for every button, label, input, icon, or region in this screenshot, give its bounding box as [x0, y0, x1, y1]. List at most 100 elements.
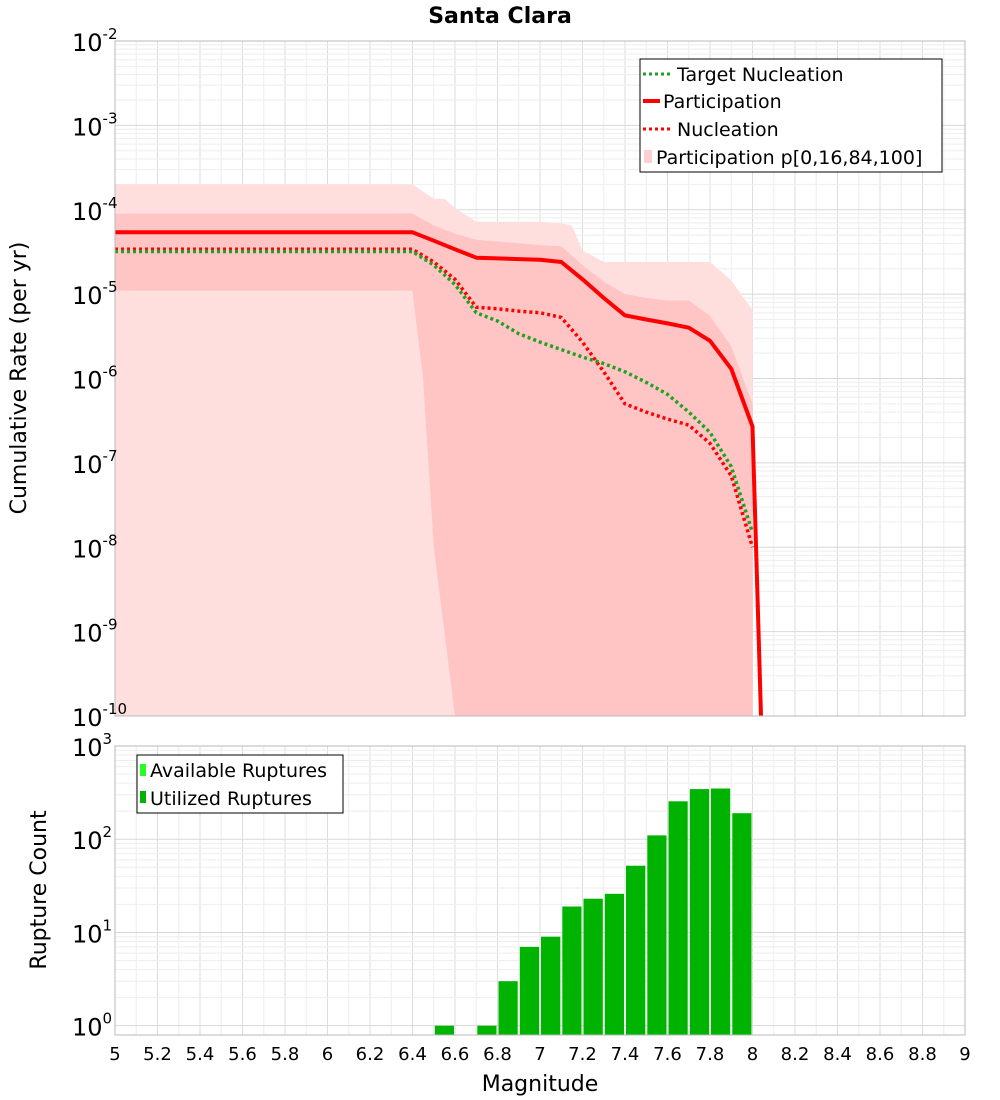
rupture-bar [562, 906, 582, 1035]
bottom-y-tick-exponent: 3 [103, 730, 113, 748]
bottom-y-tick-exponent: 0 [103, 1010, 113, 1028]
rupture-bar [583, 898, 603, 1035]
x-tick-label: 8.2 [781, 1044, 810, 1065]
bottom-y-tick-exponent: 1 [103, 916, 113, 934]
top-plot-frame [114, 40, 966, 717]
x-tick-label: 7.6 [653, 1044, 682, 1065]
top-y-tick-exponent: -6 [103, 363, 118, 381]
band-inner [115, 213, 753, 716]
bottom-y-tick-label: 100 [72, 1010, 112, 1042]
rupture-bar [498, 981, 518, 1035]
rupture-bar [647, 835, 667, 1035]
top-y-tick-base: 10 [72, 451, 103, 479]
top-legend: Target Nucleation Participation Nucleati… [639, 58, 943, 173]
bottom-y-tick-base: 10 [72, 827, 103, 855]
legend-label-participation-band: Participation p[0,16,84,100] [656, 147, 922, 169]
top-y-tick-label: 10-3 [72, 109, 118, 141]
top-legend-box [639, 58, 943, 173]
rupture-bar [711, 788, 731, 1035]
legend-label-nucleation: Nucleation [677, 119, 779, 141]
x-tick-label: 6.4 [398, 1044, 427, 1065]
chart-title: Santa Clara [428, 4, 572, 29]
top-y-tick-base: 10 [72, 29, 103, 57]
rupture-bar [541, 936, 561, 1035]
top-y-tick-base: 10 [72, 367, 103, 395]
x-tick-label: 6.6 [441, 1044, 470, 1065]
top-y-tick-exponent: -8 [103, 531, 118, 549]
rupture-bar [668, 801, 688, 1035]
x-tick-label: 5.4 [186, 1044, 215, 1065]
rupture-bar [434, 1025, 454, 1035]
bottom-y-tick-label: 101 [72, 916, 112, 948]
top-y-tick-base: 10 [72, 535, 103, 563]
x-tick-label: 7.8 [696, 1044, 725, 1065]
top-y-tick-base: 10 [72, 113, 103, 141]
legend-label-available: Available Ruptures [150, 760, 327, 782]
top-y-tick-exponent: -10 [103, 700, 128, 718]
x-tick-label: 8 [747, 1044, 758, 1065]
rupture-bar [626, 865, 646, 1035]
bottom-legend-box [136, 754, 344, 814]
bottom-y-tick-base: 10 [72, 734, 103, 762]
top-y-tick-label: 10-10 [72, 700, 127, 732]
x-tick-label: 5.2 [143, 1044, 172, 1065]
top-y-tick-label: 10-6 [72, 363, 118, 395]
top-y-tick-base: 10 [72, 704, 103, 732]
top-y-tick-label: 10-8 [72, 531, 118, 563]
bottom-y-tick-exponent: 2 [103, 823, 113, 841]
rupture-bar [604, 893, 624, 1035]
top-y-tick-base: 10 [72, 282, 103, 310]
x-tick-label: 8.4 [823, 1044, 852, 1065]
top-y-tick-exponent: -3 [103, 109, 118, 127]
top-y-tick-exponent: -2 [103, 25, 118, 43]
x-tick-label: 8.8 [908, 1044, 937, 1065]
x-tick-label: 9 [959, 1044, 970, 1065]
legend-swatch-participation-band [644, 150, 652, 163]
top-y-tick-base: 10 [72, 198, 103, 226]
x-tick-label: 5.6 [228, 1044, 257, 1065]
x-tick-label: 6 [322, 1044, 333, 1065]
bottom-y-tick-label: 102 [72, 823, 112, 855]
legend-swatch-available [140, 764, 146, 776]
top-y-tick-label: 10-2 [72, 25, 118, 57]
top-y-tick-exponent: -9 [103, 616, 118, 634]
x-tick-label: 7.4 [611, 1044, 640, 1065]
rate-lines [115, 230, 763, 717]
x-tick-label: 7.2 [568, 1044, 597, 1065]
rupture-bars [434, 788, 752, 1035]
x-tick-label: 5 [109, 1044, 120, 1065]
bottom-y-axis-label: Rupture Count [27, 810, 52, 970]
top-y-tick-base: 10 [72, 620, 103, 648]
x-axis-label: Magnitude [482, 1072, 599, 1097]
legend-label-target-nucleation: Target Nucleation [676, 64, 844, 86]
top-y-tick-label: 10-9 [72, 616, 118, 648]
rupture-bar [689, 789, 710, 1035]
rupture-bar [519, 946, 540, 1035]
line-nucleation [115, 247, 755, 548]
legend-label-utilized: Utilized Ruptures [150, 788, 312, 810]
top-y-tick-exponent: -4 [103, 194, 118, 212]
x-tick-label: 6.8 [483, 1044, 512, 1065]
top-y-ticks: 10-210-310-410-510-610-710-810-910-10 [72, 25, 127, 732]
legend-label-participation: Participation [663, 91, 782, 113]
bottom-y-tick-label: 103 [72, 730, 112, 762]
rupture-bar [732, 813, 752, 1035]
legend-swatch-utilized [140, 791, 146, 803]
x-ticks: 5 5.2 5.4 5.6 5.8 6 6.2 6.4 6.6 6.8 7 7.2 7.4 7.6 7.8 8… [109, 1044, 970, 1065]
top-y-tick-exponent: -7 [103, 447, 118, 465]
top-y-axis-label: Cumulative Rate (per yr) [7, 242, 32, 515]
top-y-tick-label: 10-7 [72, 447, 118, 479]
bottom-y-tick-base: 10 [72, 920, 103, 948]
bottom-legend: Available Ruptures Utilized Ruptures [136, 754, 344, 814]
percentile-bands [115, 184, 753, 716]
x-tick-label: 6.2 [356, 1044, 385, 1065]
x-tick-label: 8.6 [866, 1044, 895, 1065]
bottom-plot-frame [114, 745, 966, 1036]
bottom-y-tick-base: 10 [72, 1014, 103, 1042]
top-y-tick-label: 10-4 [72, 194, 118, 226]
line-participation [115, 230, 763, 717]
rupture-bar [477, 1025, 497, 1035]
